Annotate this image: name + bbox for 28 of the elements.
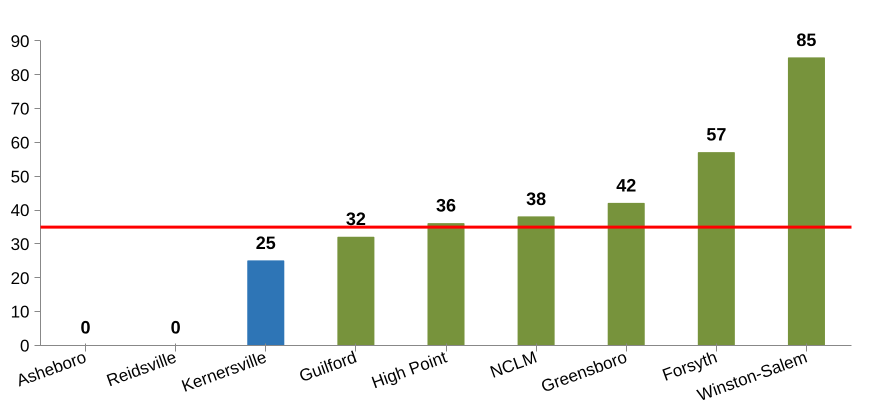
data-label: 85	[796, 30, 816, 50]
x-tick-label: High Point	[369, 347, 450, 392]
bar	[608, 202, 645, 346]
y-tick-label: 10	[10, 302, 30, 322]
bar	[698, 152, 735, 346]
data-label: 38	[526, 188, 546, 209]
y-tick-label: 30	[10, 234, 30, 254]
bar	[788, 57, 825, 346]
y-tick-label: 70	[10, 100, 30, 119]
y-tick-label: 20	[10, 268, 30, 288]
data-label: 42	[616, 175, 636, 196]
y-tick-label: 60	[10, 133, 30, 152]
bar	[518, 216, 555, 346]
bar	[337, 236, 374, 346]
x-tick-label: NCLM	[488, 348, 540, 382]
data-label: 57	[706, 124, 726, 145]
y-tick-label: 40	[10, 201, 30, 220]
bar	[247, 260, 284, 346]
y-tick-label: 80	[10, 66, 30, 85]
data-label: 25	[256, 232, 276, 253]
y-tick-label: 50	[10, 167, 30, 186]
y-tick-label: 0	[20, 336, 30, 356]
data-label: 0	[80, 318, 91, 338]
data-label: 36	[436, 196, 456, 216]
data-label: 32	[346, 209, 366, 230]
y-tick-label: 90	[10, 32, 30, 51]
bar	[427, 223, 465, 346]
data-label: 0	[170, 318, 181, 338]
